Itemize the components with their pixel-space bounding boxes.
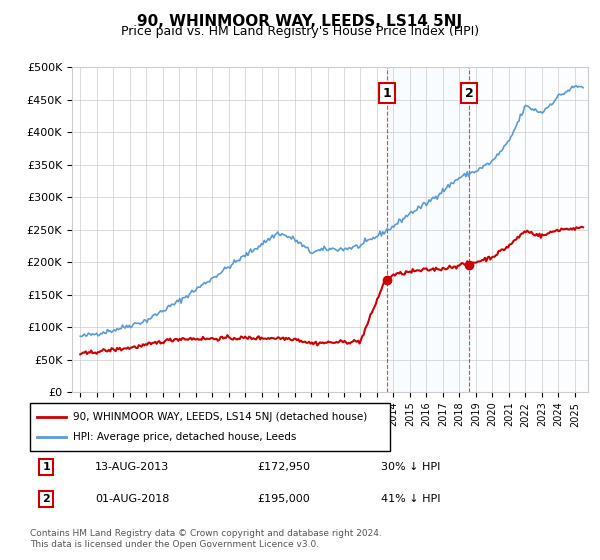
Text: 01-AUG-2018: 01-AUG-2018 xyxy=(95,494,169,504)
Text: 1: 1 xyxy=(43,462,50,472)
Text: Price paid vs. HM Land Registry's House Price Index (HPI): Price paid vs. HM Land Registry's House … xyxy=(121,25,479,38)
Text: 90, WHINMOOR WAY, LEEDS, LS14 5NJ (detached house): 90, WHINMOOR WAY, LEEDS, LS14 5NJ (detac… xyxy=(73,412,367,422)
FancyBboxPatch shape xyxy=(30,403,390,451)
Text: 1: 1 xyxy=(383,87,392,100)
Text: £195,000: £195,000 xyxy=(257,494,310,504)
Text: 2: 2 xyxy=(43,494,50,504)
Text: 41% ↓ HPI: 41% ↓ HPI xyxy=(381,494,440,504)
Bar xyxy=(387,67,469,392)
Text: 13-AUG-2013: 13-AUG-2013 xyxy=(95,462,169,472)
Text: Contains HM Land Registry data © Crown copyright and database right 2024.
This d: Contains HM Land Registry data © Crown c… xyxy=(30,529,382,549)
Text: 30% ↓ HPI: 30% ↓ HPI xyxy=(381,462,440,472)
Text: £172,950: £172,950 xyxy=(257,462,310,472)
Text: 90, WHINMOOR WAY, LEEDS, LS14 5NJ: 90, WHINMOOR WAY, LEEDS, LS14 5NJ xyxy=(137,14,463,29)
Text: HPI: Average price, detached house, Leeds: HPI: Average price, detached house, Leed… xyxy=(73,432,296,442)
Text: 2: 2 xyxy=(464,87,473,100)
Bar xyxy=(469,67,588,392)
